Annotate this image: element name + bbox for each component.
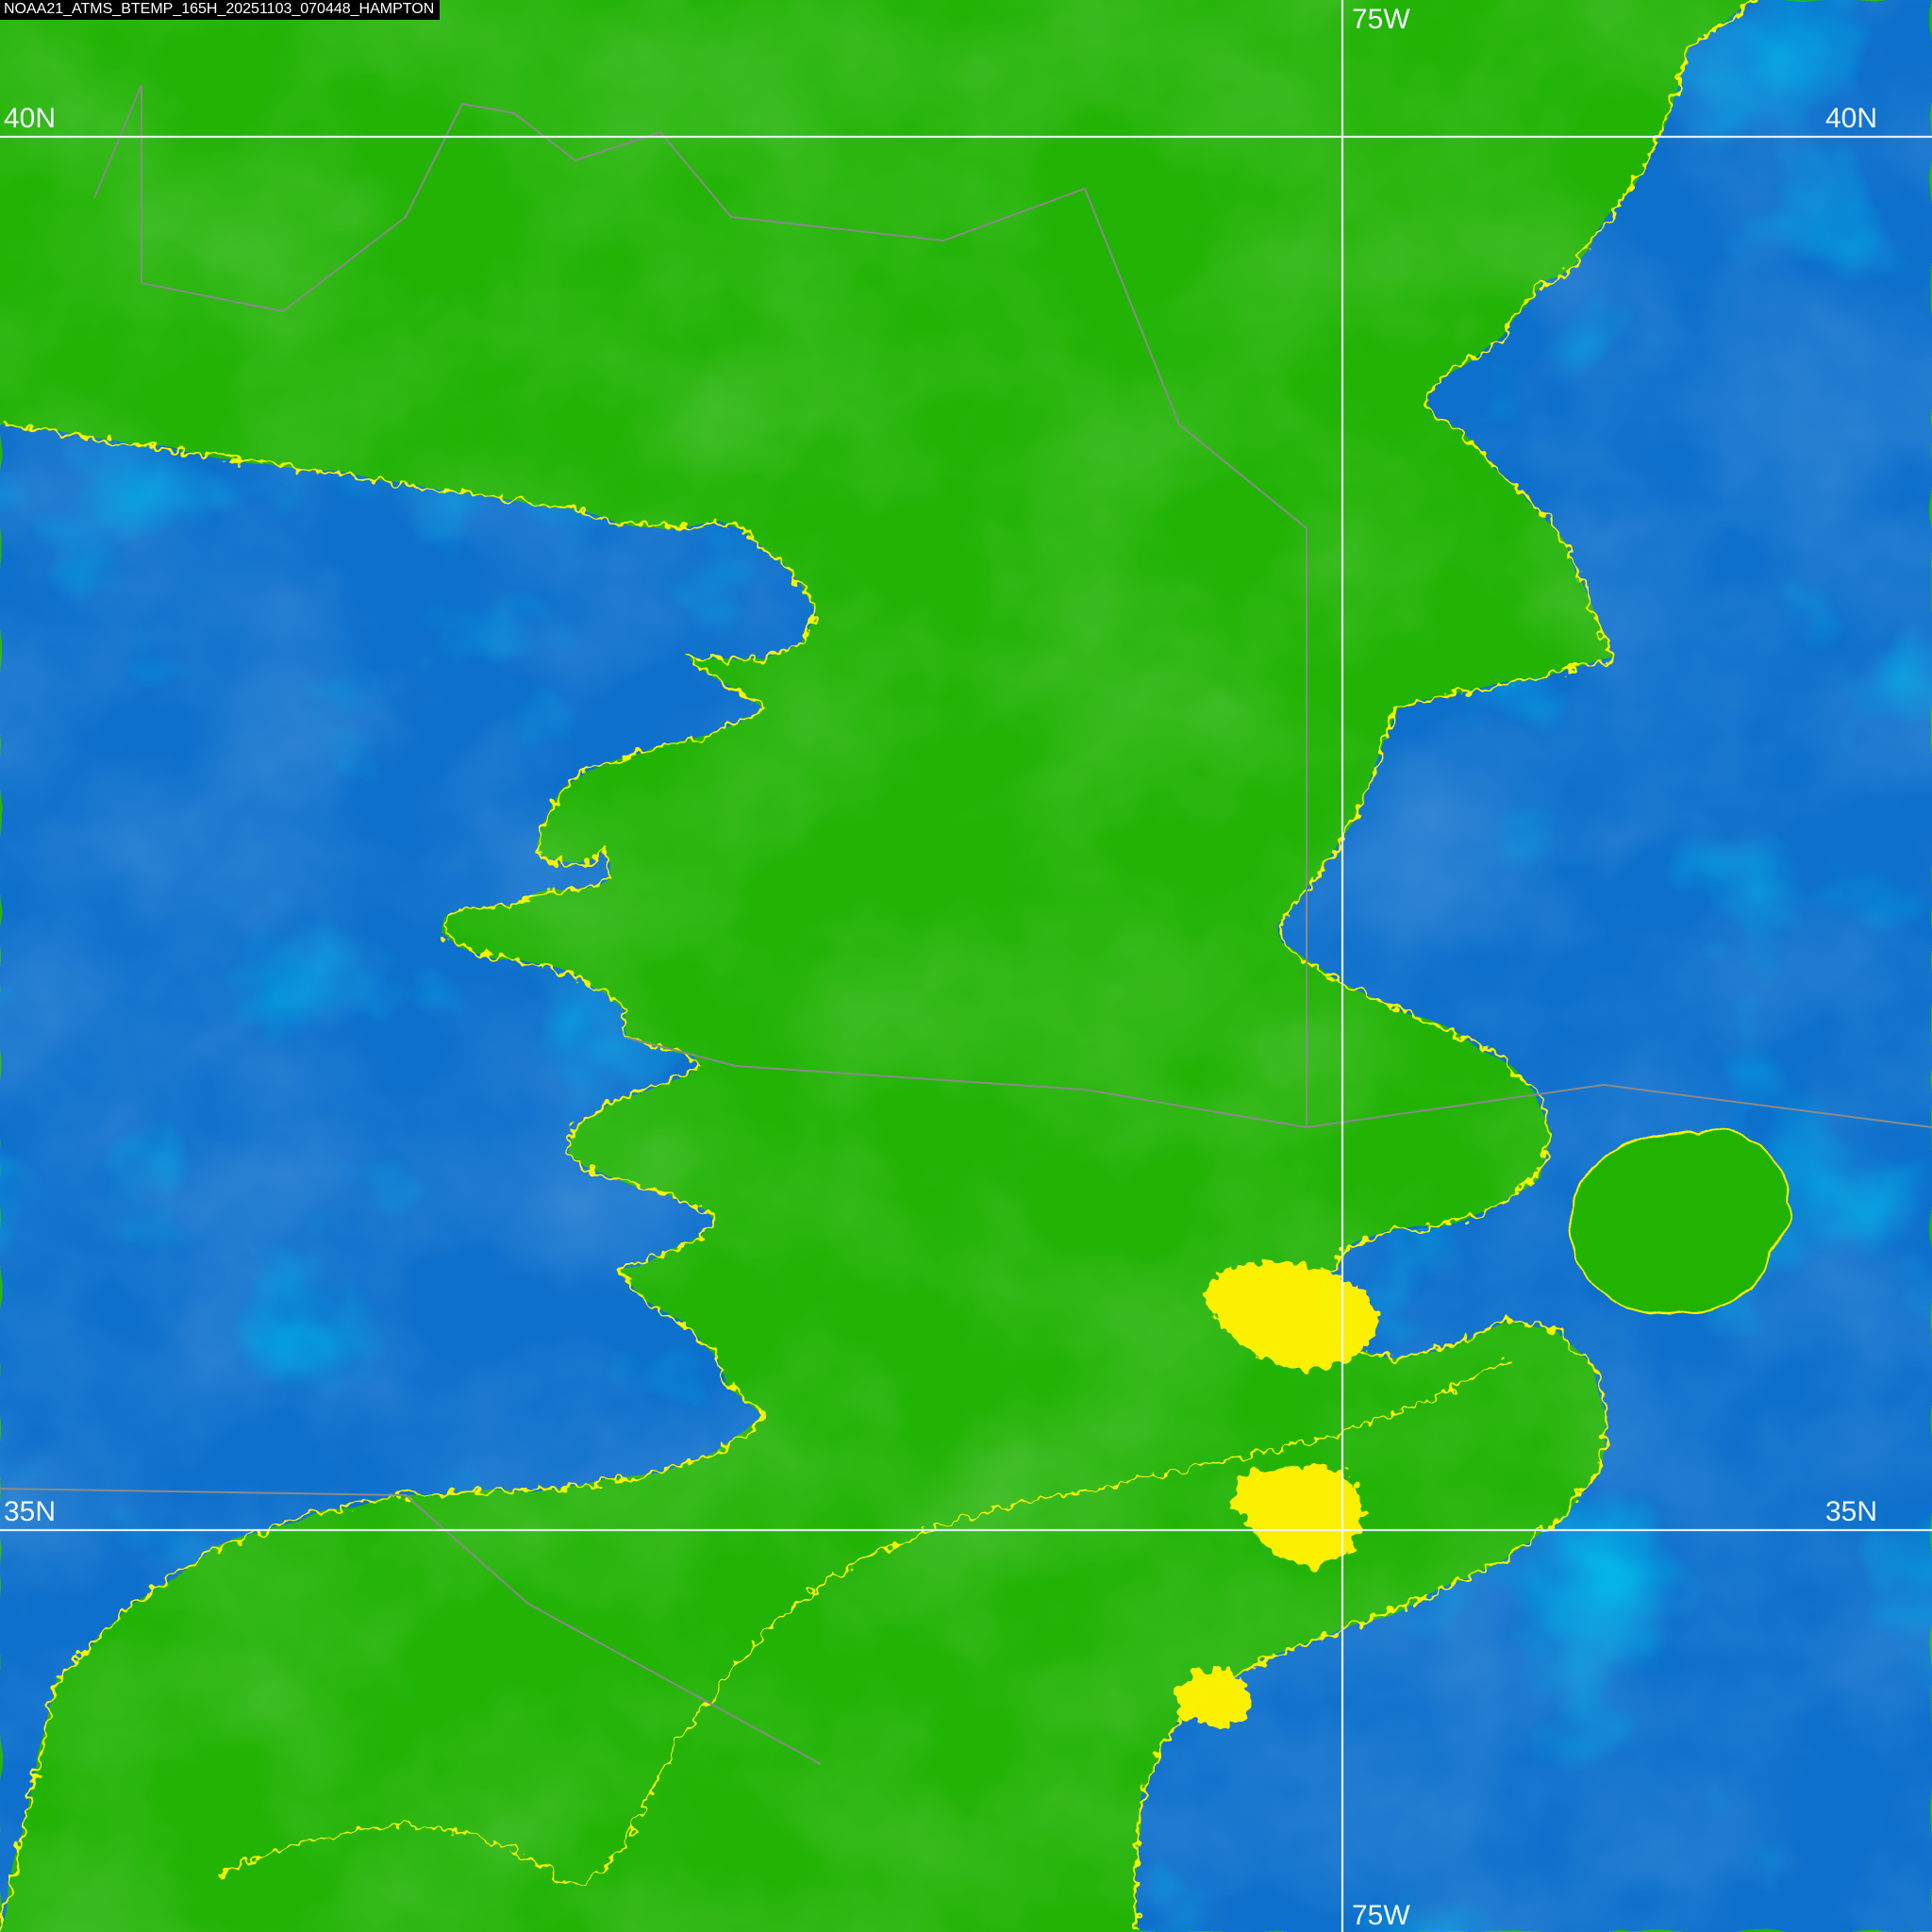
svg-text:40N: 40N bbox=[1825, 103, 1877, 134]
svg-text:40N: 40N bbox=[4, 103, 56, 134]
svg-text:35N: 35N bbox=[1825, 1496, 1877, 1527]
svg-text:75W: 75W bbox=[1352, 4, 1410, 35]
svg-text:75W: 75W bbox=[1352, 1900, 1410, 1931]
svg-text:35N: 35N bbox=[4, 1496, 56, 1527]
